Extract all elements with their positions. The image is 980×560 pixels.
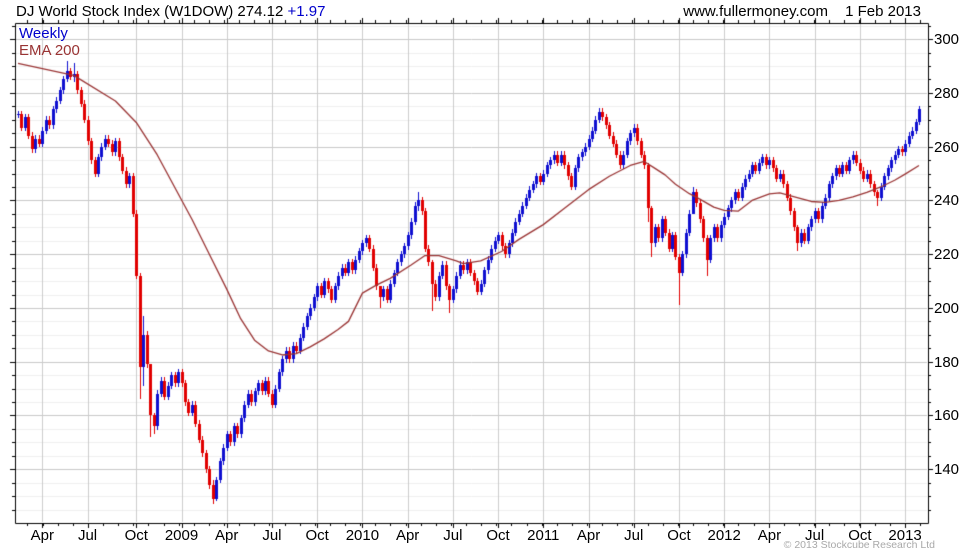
instrument-and-price: DJ World Stock Index (W1DOW) 274.12 <box>16 3 284 20</box>
timeframe-label: Weekly <box>19 25 68 42</box>
price-change: +1.97 <box>287 3 326 20</box>
y-axis-label: 300 <box>934 31 960 49</box>
x-axis-label: Apr <box>215 527 239 544</box>
x-axis-label: Oct <box>848 527 872 544</box>
x-axis-label: Oct <box>124 527 148 544</box>
x-axis-label: Jul <box>624 527 644 544</box>
x-axis-label: Apr <box>757 527 782 544</box>
x-axis-label: Jul <box>805 527 825 544</box>
site-url: www.fullermoney.com <box>683 3 828 20</box>
y-axis-label: 180 <box>934 353 960 371</box>
x-axis-label: 2013 <box>888 527 922 544</box>
x-axis-label: 2011 <box>527 527 560 544</box>
x-axis-label: 2009 <box>164 527 199 544</box>
chart-title: DJ World Stock Index (W1DOW) 274.12 +1.9… <box>16 3 325 20</box>
copyright-notice: © 2013 Stockcube Research Ltd <box>783 539 935 551</box>
chart-date: 1 Feb 2013 <box>845 3 921 20</box>
y-axis-label: 200 <box>934 299 960 317</box>
x-axis-label: Jul <box>262 527 282 544</box>
x-axis-label: Jul <box>443 527 463 544</box>
x-axis-label: Oct <box>667 527 691 544</box>
y-axis-label: 260 <box>934 138 960 156</box>
y-axis-label: 280 <box>934 84 960 102</box>
y-axis-label: 160 <box>934 407 960 425</box>
x-axis-label: Apr <box>395 527 420 544</box>
x-axis-label: Apr <box>30 527 55 544</box>
x-axis-label: 2010 <box>345 527 380 544</box>
x-axis-label: Jul <box>77 527 98 544</box>
ema-legend-label: EMA 200 <box>19 42 80 59</box>
y-axis-label: 240 <box>934 192 960 210</box>
y-axis-label: 220 <box>934 246 960 264</box>
x-axis-label: Oct <box>486 527 510 544</box>
y-axis-label: 140 <box>934 461 960 479</box>
x-axis-label: Apr <box>576 527 601 544</box>
x-axis-label: 2012 <box>707 527 741 544</box>
x-axis-label: Oct <box>305 527 329 544</box>
